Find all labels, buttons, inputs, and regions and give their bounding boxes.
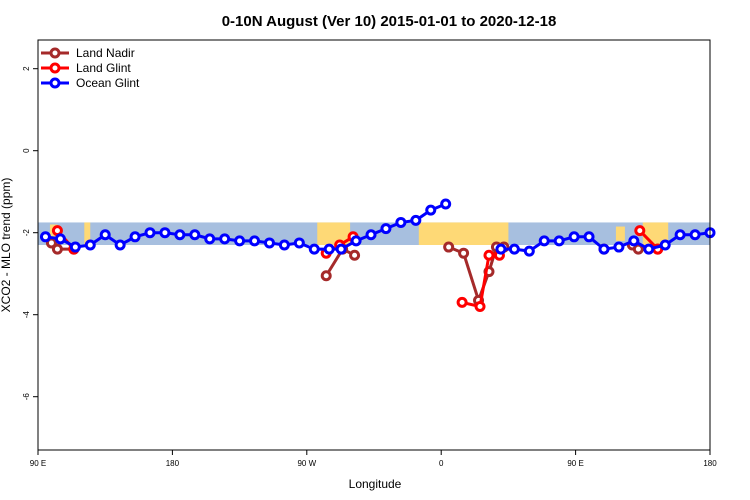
point-ocean-glint-10 [189, 229, 201, 241]
point-ocean-glint-28 [495, 243, 507, 255]
point-ocean-glint-6 [129, 231, 141, 243]
y-axis-label: XCO2 - MLO trend (ppm) [0, 178, 13, 313]
axes: 90 E 180 90 W 0 90 E 180 2 0 -2 -4 -6 [22, 66, 717, 468]
point-ocean-glint-12 [219, 233, 231, 245]
point-ocean-glint-0 [39, 231, 51, 243]
chart-title: 0-10N August (Ver 10) 2015-01-01 to 2020… [222, 13, 557, 30]
point-ocean-glint-7 [144, 227, 156, 239]
point-land-nadir-14 [632, 243, 644, 255]
point-ocean-glint-18 [308, 243, 320, 255]
point-ocean-glint-37 [628, 235, 640, 247]
x-tick-label-1: 180 [166, 459, 180, 468]
x-tick-label-3: 0 [439, 459, 444, 468]
point-ocean-glint-14 [249, 235, 261, 247]
legend-label-land-glint: Land Glint [76, 61, 131, 75]
y-tick-label-3: -4 [22, 311, 31, 319]
point-ocean-glint-24 [395, 216, 407, 228]
point-ocean-glint-27 [440, 198, 452, 210]
land-patch-3 [418, 222, 509, 245]
point-ocean-glint-19 [323, 243, 335, 255]
legend-item-land-nadir: Land Nadir [41, 46, 135, 60]
x-tick-label-2: 90 W [297, 459, 316, 468]
point-ocean-glint-21 [350, 235, 362, 247]
y-tick-label-2: -2 [22, 229, 31, 237]
point-ocean-glint-15 [263, 237, 275, 249]
point-ocean-glint-2 [69, 241, 81, 253]
point-ocean-glint-1 [54, 233, 66, 245]
land-patch-4 [615, 226, 625, 241]
point-ocean-glint-26 [425, 204, 437, 216]
point-ocean-glint-13 [234, 235, 246, 247]
y-tick-label-0: 2 [22, 66, 31, 71]
land-patch-2 [317, 222, 351, 245]
legend-marker-ocean-glint [49, 77, 61, 89]
point-land-nadir-1 [51, 243, 63, 255]
point-ocean-glint-17 [293, 237, 305, 249]
point-ocean-glint-36 [613, 241, 625, 253]
legend-marker-land-glint [49, 62, 61, 74]
legend-item-land-glint: Land Glint [41, 61, 131, 75]
point-ocean-glint-25 [410, 214, 422, 226]
point-ocean-glint-23 [380, 223, 392, 235]
point-ocean-glint-4 [99, 229, 111, 241]
line-ocean-glint-0 [45, 202, 447, 251]
point-ocean-glint-39 [659, 239, 671, 251]
point-ocean-glint-34 [583, 231, 595, 243]
point-ocean-glint-33 [568, 231, 580, 243]
point-land-glint-7 [483, 249, 495, 261]
point-land-nadir-5 [349, 249, 361, 261]
plot-frame [37, 39, 711, 451]
point-ocean-glint-8 [159, 227, 171, 239]
x-axis-label: Longitude [349, 477, 402, 491]
legend-marker-land-nadir [49, 47, 61, 59]
point-ocean-glint-5 [114, 239, 126, 251]
series-land-nadir [45, 237, 664, 306]
point-land-nadir-3 [320, 270, 332, 282]
point-ocean-glint-20 [335, 243, 347, 255]
point-ocean-glint-11 [204, 233, 216, 245]
point-ocean-glint-35 [598, 243, 610, 255]
legend: Land Nadir Land Glint Ocean Glint [41, 46, 140, 90]
point-land-glint-9 [634, 225, 646, 237]
point-land-glint-6 [474, 301, 486, 312]
point-land-glint-5 [456, 296, 468, 308]
point-land-nadir-6 [443, 241, 455, 253]
x-tick-label-4: 90 E [567, 459, 583, 468]
legend-label-ocean-glint: Ocean Glint [76, 76, 140, 90]
point-ocean-glint-3 [84, 239, 96, 251]
y-tick-label-1: 0 [22, 148, 31, 153]
point-ocean-glint-16 [278, 239, 290, 251]
point-ocean-glint-32 [553, 235, 565, 247]
point-ocean-glint-30 [523, 245, 535, 257]
x-tick-label-5: 180 [703, 459, 717, 468]
y-tick-label-4: -6 [22, 393, 31, 401]
point-land-nadir-7 [458, 247, 470, 259]
point-ocean-glint-22 [365, 229, 377, 241]
legend-label-land-nadir: Land Nadir [76, 46, 135, 60]
point-ocean-glint-41 [689, 229, 701, 241]
point-ocean-glint-9 [174, 229, 186, 241]
point-ocean-glint-38 [643, 243, 655, 255]
point-ocean-glint-40 [674, 229, 686, 241]
data-series [39, 198, 716, 312]
legend-item-ocean-glint: Ocean Glint [41, 76, 140, 90]
x-tick-label-0: 90 E [30, 459, 46, 468]
point-ocean-glint-29 [508, 243, 520, 255]
series-ocean-glint [39, 198, 716, 257]
land-patch-1 [84, 222, 91, 245]
point-ocean-glint-31 [538, 235, 550, 247]
